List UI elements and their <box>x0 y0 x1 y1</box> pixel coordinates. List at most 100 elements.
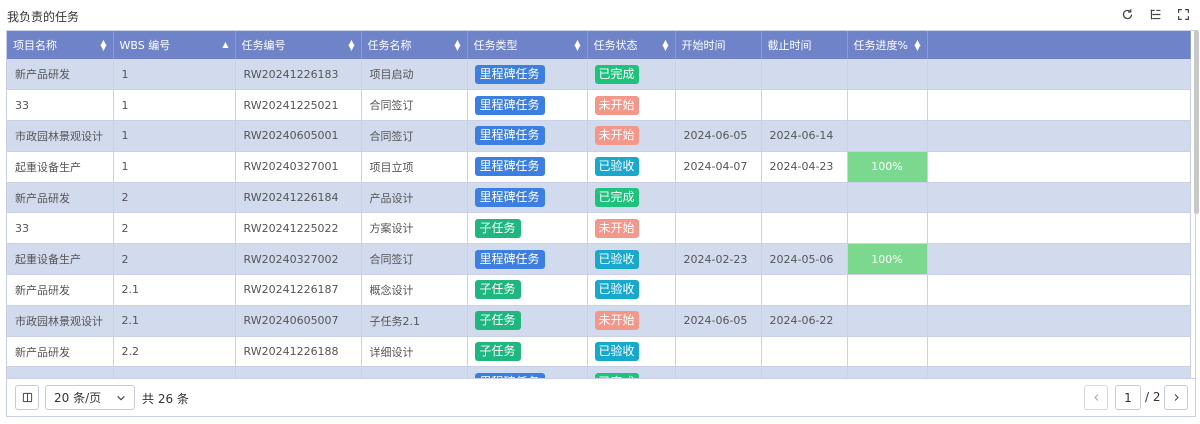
cell-wbs: 1 <box>113 89 236 122</box>
cell-start <box>675 274 762 306</box>
cell-filler <box>927 274 1191 306</box>
column-header[interactable]: 任务名称 ▲ ▼ <box>361 31 468 59</box>
task-type-tag: 子任务 <box>474 342 521 362</box>
cell-end: 2024-04-23 <box>761 151 848 183</box>
task-type-tag: 里程碑任务 <box>474 64 545 84</box>
cell-code <box>235 366 362 378</box>
task-status-badge: 已验收 <box>594 249 639 269</box>
cell-type: 里程碑任务 <box>467 182 588 214</box>
sort-icon[interactable]: ▲ ▼ <box>914 38 921 52</box>
cell-progress <box>847 305 928 337</box>
page-size-value: 20 条/页 <box>54 391 102 405</box>
cell-status: 未开始 <box>587 212 676 245</box>
table-header-row: 项目名称 ▲ ▼ WBS 编号 ▲ 任务编号 ▲ ▼ 任务名称 ▲ ▼ 任务类型 ▲ ▼ 任务状态 ▲ ▼ 开始时… <box>7 31 1191 59</box>
vertical-scrollbar[interactable] <box>1194 30 1199 214</box>
column-header[interactable]: 项目名称 ▲ ▼ <box>7 31 114 59</box>
table-row[interactable]: 新产品研发 2 RW20241226184 产品设计 里程碑任务 已完成 <box>7 182 1191 214</box>
table-row[interactable]: 33 2 RW20241225022 方案设计 子任务 未开始 <box>7 212 1191 245</box>
cell-filler <box>927 120 1191 152</box>
cell-name: 产品设计 <box>361 182 468 214</box>
cell-end: 2024-06-14 <box>761 120 848 152</box>
page-size-select[interactable]: 20 条/页 <box>45 385 135 410</box>
table-row[interactable]: 新产品研发 2.2 RW20241226188 详细设计 子任务 已验收 <box>7 336 1191 368</box>
column-header-label: 任务名称 <box>367 39 412 52</box>
cell-project: 起重设备生产 <box>7 243 114 276</box>
sort-icon[interactable]: ▲ ▼ <box>454 38 461 52</box>
table-row[interactable]: 起重设备生产 2 RW20240327002 合同签订 里程碑任务 已验收 2024-02-… <box>7 243 1191 276</box>
cell-code: RW20240605001 <box>235 120 362 152</box>
column-header[interactable]: 任务进度% ▲ ▼ <box>847 31 928 59</box>
cell-progress: 100% <box>847 243 928 276</box>
cell-code: RW20241226187 <box>235 274 362 306</box>
cell-type: 子任务 <box>467 274 588 306</box>
task-table-container: 项目名称 ▲ ▼ WBS 编号 ▲ 任务编号 ▲ ▼ 任务名称 ▲ ▼ 任务类型 ▲ ▼ 任务状态 ▲ ▼ 开始时… <box>6 30 1196 379</box>
column-header[interactable]: 任务编号 ▲ ▼ <box>235 31 362 59</box>
panel-title: 我负责的任务 <box>7 10 80 24</box>
cell-name: 合同签订 <box>361 120 468 152</box>
table-row[interactable]: 新产品研发 2.1 RW20241226187 概念设计 子任务 已验收 <box>7 274 1191 306</box>
cell-status: 已验收 <box>587 243 676 276</box>
task-status-badge: 已完成 <box>594 64 639 84</box>
column-header[interactable]: 任务状态 ▲ ▼ <box>587 31 676 59</box>
column-header[interactable]: WBS 编号 ▲ <box>113 31 236 59</box>
cell-name: 合同签订 <box>361 89 468 122</box>
sort-icon[interactable]: ▲ ▼ <box>662 38 669 52</box>
cell-end <box>761 89 848 122</box>
cell-code: RW20240327001 <box>235 151 362 183</box>
chevron-left-icon <box>1093 394 1098 401</box>
sort-icon[interactable]: ▲ ▼ <box>100 38 107 52</box>
column-header[interactable]: 截止时间 <box>761 31 848 59</box>
table-row[interactable]: 里程碑任务 已完成 <box>7 366 1191 378</box>
table-row[interactable]: 33 1 RW20241225021 合同签订 里程碑任务 未开始 <box>7 89 1191 122</box>
task-status-badge: 未开始 <box>594 95 639 115</box>
cell-end <box>761 212 848 245</box>
cell-start: 2024-04-07 <box>675 151 762 183</box>
fullscreen-icon[interactable] <box>1176 6 1190 22</box>
column-settings-icon[interactable] <box>1148 6 1162 22</box>
column-toggle-button[interactable] <box>15 385 39 410</box>
column-header[interactable]: 任务类型 ▲ ▼ <box>467 31 588 59</box>
chevron-right-icon <box>1174 394 1179 401</box>
table-row[interactable]: 市政园林景观设计 1 RW20240605001 合同签订 里程碑任务 未开始 2024-0… <box>7 120 1191 152</box>
cell-project: 市政园林景观设计 <box>7 305 114 337</box>
next-page-button[interactable] <box>1164 385 1188 410</box>
cell-name: 项目启动 <box>361 59 468 91</box>
sort-icon[interactable]: ▲ ▼ <box>574 38 581 52</box>
column-header[interactable]: 开始时间 <box>675 31 762 59</box>
sort-icon[interactable]: ▲ ▼ <box>348 38 355 52</box>
task-type-tag: 里程碑任务 <box>474 188 545 208</box>
cell-code: RW20241225022 <box>235 212 362 245</box>
cell-code: RW20241226184 <box>235 182 362 214</box>
cell-type: 子任务 <box>467 336 588 368</box>
cell-project: 33 <box>7 89 114 122</box>
cell-type: 子任务 <box>467 212 588 245</box>
task-type-tag: 里程碑任务 <box>474 95 545 115</box>
cell-project: 新产品研发 <box>7 59 114 91</box>
table-row[interactable]: 新产品研发 1 RW20241226183 项目启动 里程碑任务 已完成 <box>7 59 1191 91</box>
task-type-tag: 里程碑任务 <box>474 372 545 378</box>
cell-name: 方案设计 <box>361 212 468 245</box>
page-number-input[interactable]: 1 <box>1115 385 1141 410</box>
cell-project: 新产品研发 <box>7 336 114 368</box>
cell-status: 已验收 <box>587 274 676 306</box>
cell-start: 2024-06-05 <box>675 305 762 337</box>
prev-page-button[interactable] <box>1084 385 1108 410</box>
cell-progress <box>847 89 928 122</box>
cell-wbs: 2 <box>113 182 236 214</box>
cell-status: 未开始 <box>587 89 676 122</box>
cell-type: 子任务 <box>467 305 588 337</box>
cell-type: 里程碑任务 <box>467 243 588 276</box>
cell-filler <box>927 151 1191 183</box>
task-status-badge: 未开始 <box>594 126 639 146</box>
cell-status: 未开始 <box>587 305 676 337</box>
cell-wbs: 2 <box>113 243 236 276</box>
cell-wbs: 1 <box>113 120 236 152</box>
total-count: 共 26 条 <box>142 392 189 406</box>
cell-name <box>361 366 468 378</box>
table-row[interactable]: 市政园林景观设计 2.1 RW20240605007 子任务2.1 子任务 未开始 2024… <box>7 305 1191 337</box>
refresh-icon[interactable] <box>1120 6 1134 22</box>
total-pages: / 2 <box>1145 390 1161 404</box>
table-row[interactable]: 起重设备生产 1 RW20240327001 项目立项 里程碑任务 已验收 2024-04-… <box>7 151 1191 183</box>
sort-asc-icon[interactable]: ▲ <box>222 40 229 49</box>
cell-filler <box>927 366 1191 378</box>
